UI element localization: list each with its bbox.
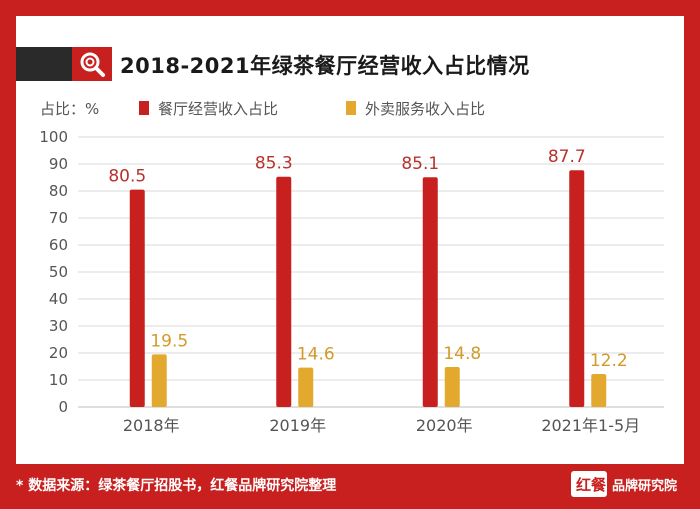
data-label-delivery: 14.6 bbox=[297, 345, 335, 365]
y-tick-label: 20 bbox=[49, 344, 68, 362]
bar-delivery bbox=[591, 374, 607, 407]
x-tick-label: 2018年 bbox=[123, 416, 180, 435]
bar-chart: 0 10 20 30 40 50 60 70 80 90 100 2018年 80.5 19.5 2019年… bbox=[39, 128, 664, 435]
bar-delivery bbox=[151, 354, 167, 407]
x-tick-label: 2020年 bbox=[416, 416, 473, 435]
title-accent bbox=[16, 47, 72, 81]
y-tick-label: 40 bbox=[49, 290, 68, 308]
y-tick-label: 10 bbox=[49, 371, 68, 389]
y-tick-label: 30 bbox=[49, 317, 68, 335]
data-label-delivery: 12.2 bbox=[590, 351, 628, 371]
chart-title: 2018-2021年绿茶餐厅经营收入占比情况 bbox=[120, 54, 530, 78]
legend-swatch-restaurant bbox=[139, 101, 149, 115]
data-label-restaurant: 80.5 bbox=[108, 167, 146, 187]
data-label-restaurant: 87.7 bbox=[548, 147, 586, 167]
y-tick-label: 70 bbox=[49, 209, 68, 227]
data-label-restaurant: 85.1 bbox=[401, 154, 439, 174]
y-tick-label: 50 bbox=[49, 263, 68, 281]
logo-mark-box: 红餐 bbox=[571, 471, 607, 497]
legend-label-delivery: 外卖服务收入占比 bbox=[365, 100, 486, 118]
data-label-delivery: 14.8 bbox=[443, 344, 481, 364]
y-tick-label: 100 bbox=[39, 128, 68, 146]
y-tick-label: 60 bbox=[49, 236, 68, 254]
title-bar: 2018-2021年绿茶餐厅经营收入占比情况 bbox=[16, 47, 684, 81]
y-tick-label: 90 bbox=[49, 155, 68, 173]
y-tick-label: 80 bbox=[49, 182, 68, 200]
bar-restaurant bbox=[276, 176, 292, 407]
bar-delivery bbox=[444, 367, 460, 407]
x-tick-label: 2021年1-5月 bbox=[541, 416, 640, 435]
bar-restaurant bbox=[129, 189, 145, 407]
bar-restaurant bbox=[422, 177, 438, 407]
bar-restaurant bbox=[569, 170, 585, 407]
unit-label: 占比：% bbox=[40, 100, 100, 118]
search-icon bbox=[72, 47, 112, 81]
logo-mark: 红餐 bbox=[576, 476, 607, 494]
y-tick-label: 0 bbox=[58, 398, 68, 416]
logo-text: 品牌研究院 bbox=[612, 479, 678, 494]
legend-label-restaurant: 餐厅经营收入占比 bbox=[158, 100, 279, 118]
legend-swatch-delivery bbox=[346, 101, 356, 115]
data-label-restaurant: 85.3 bbox=[255, 154, 293, 174]
bar-delivery bbox=[298, 367, 314, 407]
x-tick-label: 2019年 bbox=[269, 416, 326, 435]
source-note: * 数据来源：绿茶餐厅招股书，红餐品牌研究院整理 bbox=[16, 478, 337, 494]
data-label-delivery: 19.5 bbox=[150, 331, 188, 351]
